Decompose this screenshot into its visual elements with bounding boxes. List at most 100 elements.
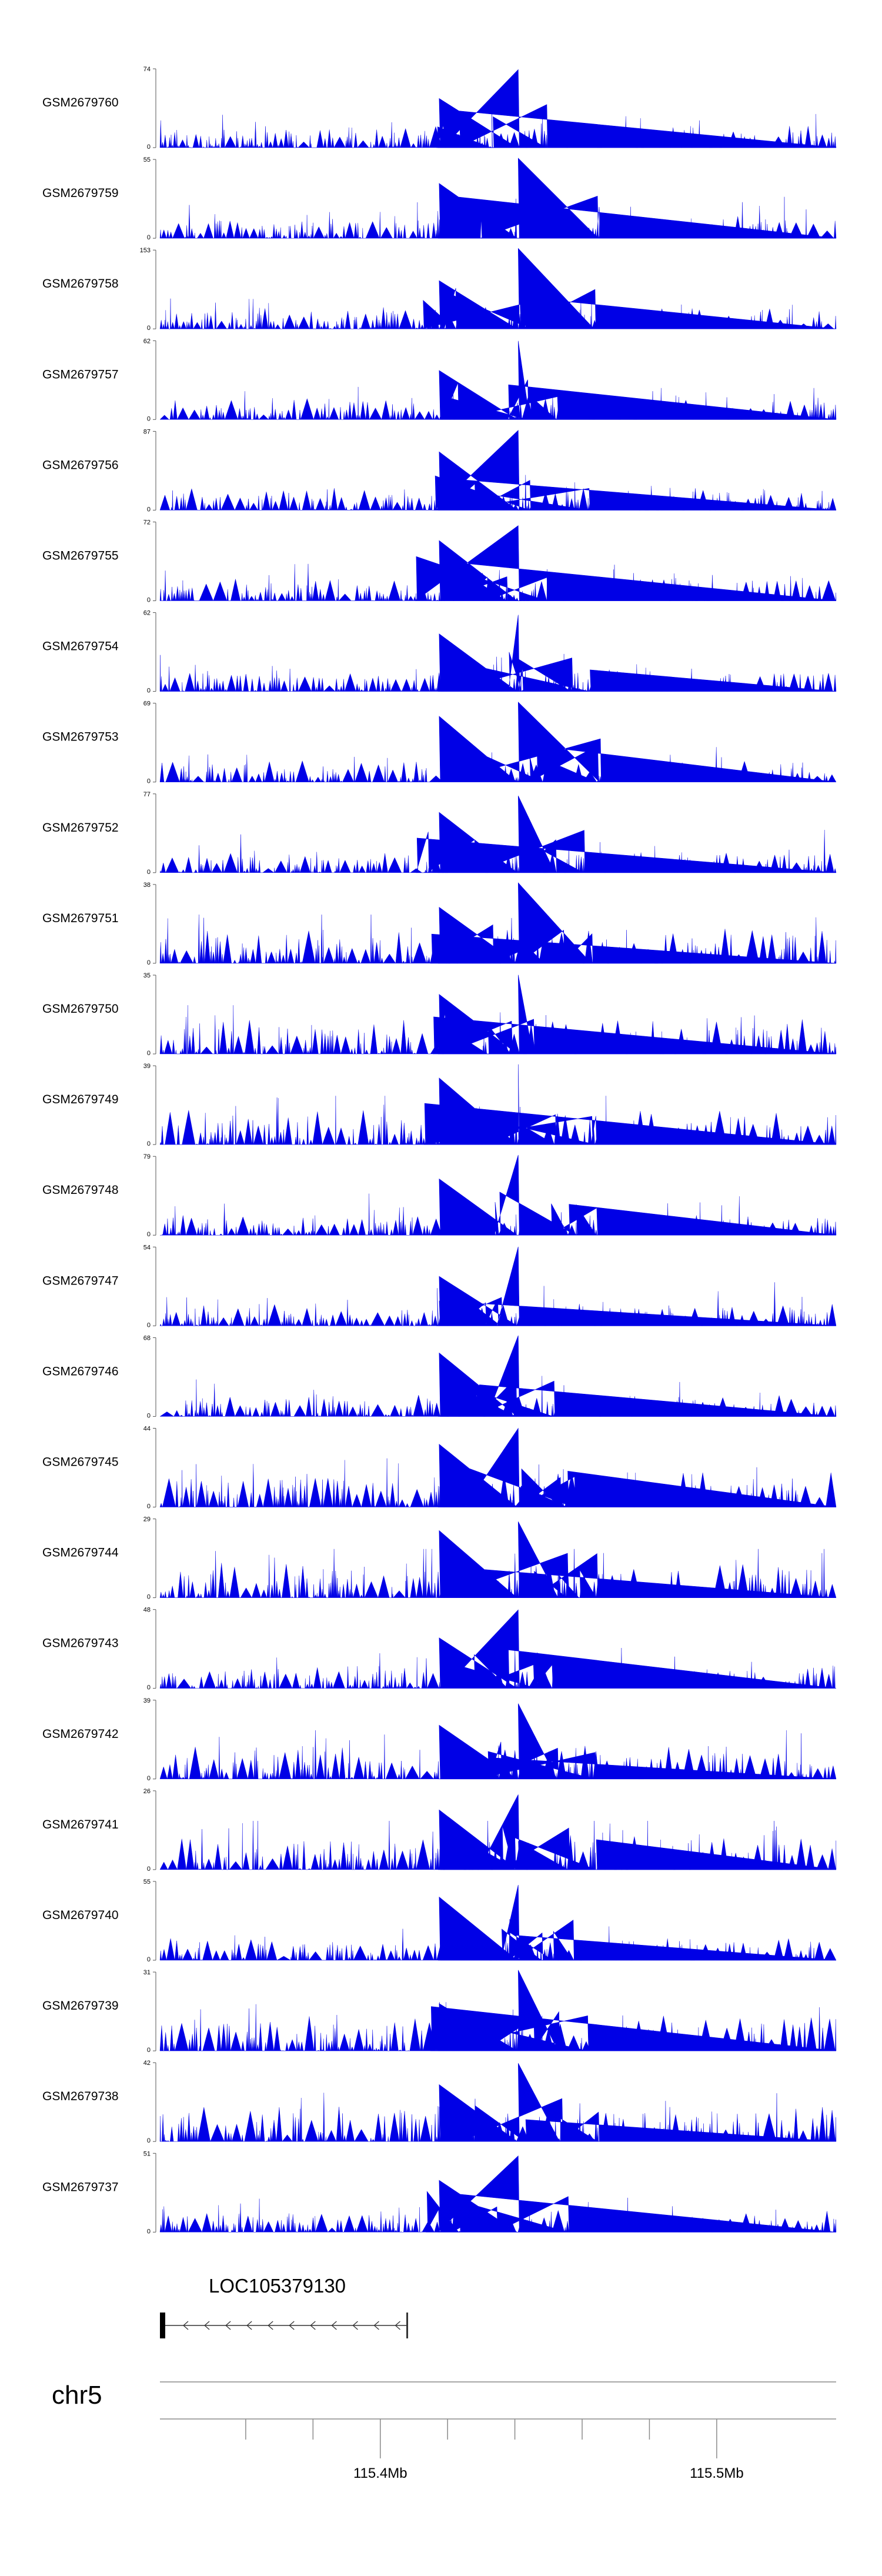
track-ymax-label: 29	[143, 1516, 151, 1523]
track-ymin-label: 0	[147, 1866, 151, 1873]
track-ymin-label: 0	[147, 959, 151, 966]
track-ymin-label: 0	[147, 144, 151, 151]
track-ymin-label: 0	[147, 506, 151, 513]
track-label: GSM2679742	[42, 1727, 119, 1741]
coverage-peaks	[433, 430, 837, 510]
track-ymax-label: 35	[143, 972, 151, 979]
track-ymin-label: 0	[147, 2137, 151, 2144]
track-ymin-label: 0	[147, 1050, 151, 1057]
track-GSM2679753: GSM2679753 69 0	[42, 700, 837, 785]
track-ymin-label: 0	[147, 1140, 151, 1147]
track-ymax-label: 55	[143, 156, 151, 163]
track-ymin-label: 0	[147, 1412, 151, 1419]
coverage-peaks	[439, 702, 837, 782]
track-label: GSM2679744	[42, 1546, 119, 1560]
strand-arrow	[225, 2321, 231, 2330]
track-GSM2679749: GSM2679749 39 0	[42, 1063, 837, 1147]
track-GSM2679739: GSM2679739 31 0	[42, 1969, 837, 2054]
track-GSM2679743: GSM2679743 48 0	[42, 1607, 837, 1691]
track-GSM2679740: GSM2679740 55 0	[42, 1878, 837, 1963]
track-ymax-label: 74	[143, 66, 151, 73]
coverage-peaks	[439, 1884, 837, 1961]
track-ymax-label: 62	[143, 338, 151, 345]
track-label: GSM2679753	[42, 730, 119, 744]
coverage-tracks: GSM2679760 74 0 GSM2679759 55 0 GSM2679758 153 0…	[42, 66, 837, 2235]
track-label: GSM2679739	[42, 1999, 119, 2013]
track-GSM2679751: GSM2679751 38 0	[42, 882, 837, 966]
coverage-peaks	[422, 248, 837, 329]
track-GSM2679747: GSM2679747 54 0	[42, 1244, 837, 1329]
track-ymin-label: 0	[147, 2228, 151, 2235]
track-label: GSM2679756	[42, 458, 119, 472]
track-ymin-label: 0	[147, 234, 151, 241]
track-ymax-label: 69	[143, 700, 151, 708]
track-label: GSM2679749	[42, 1093, 119, 1106]
strand-arrow	[289, 2321, 295, 2330]
track-label: GSM2679751	[42, 912, 119, 925]
track-label: GSM2679737	[42, 2180, 119, 2194]
gene-track: LOC105379130	[160, 2275, 409, 2338]
coverage-peaks	[415, 525, 837, 601]
track-label: GSM2679741	[42, 1818, 119, 1831]
track-GSM2679752: GSM2679752 77 0	[42, 791, 837, 876]
track-ymax-label: 44	[143, 1426, 151, 1433]
track-ymin-label: 0	[147, 1684, 151, 1691]
track-ymax-label: 39	[143, 1063, 151, 1070]
track-ymax-label: 42	[143, 2060, 151, 2067]
track-GSM2679745: GSM2679745 44 0	[42, 1426, 837, 1510]
coverage-peaks	[416, 795, 837, 873]
track-ymax-label: 55	[143, 1878, 151, 1886]
coverage-peaks	[426, 2155, 837, 2233]
coverage-peaks	[432, 975, 837, 1055]
track-GSM2679756: GSM2679756 87 0	[42, 428, 837, 513]
track-GSM2679755: GSM2679755 72 0	[42, 519, 837, 604]
track-ymin-label: 0	[147, 325, 151, 332]
track-ymax-label: 77	[143, 791, 151, 798]
track-label: GSM2679755	[42, 549, 119, 563]
coverage-peaks	[439, 1703, 837, 1780]
track-ymin-label: 0	[147, 415, 151, 422]
chromosome-label: chr5	[52, 2381, 102, 2410]
strand-arrow	[268, 2321, 273, 2330]
track-ymin-label: 0	[147, 1231, 151, 1238]
track-ymax-label: 54	[143, 1244, 151, 1251]
track-ymax-label: 153	[140, 247, 151, 254]
strand-arrow	[352, 2321, 358, 2330]
track-label: GSM2679759	[42, 186, 119, 200]
track-GSM2679742: GSM2679742 39 0	[42, 1697, 837, 1782]
chromosome-axis: chr5 115.4Mb 115.5Mb	[52, 2381, 836, 2481]
track-ymin-label: 0	[147, 1322, 151, 1329]
coverage-peaks	[439, 1521, 837, 1598]
track-label: GSM2679750	[42, 1002, 119, 1016]
gene-exon	[160, 2313, 165, 2338]
track-ymax-label: 79	[143, 1153, 151, 1160]
track-ymax-label: 31	[143, 1969, 151, 1976]
strand-arrow	[310, 2321, 316, 2330]
track-ymax-label: 87	[143, 428, 151, 435]
track-label: GSM2679760	[42, 96, 119, 109]
strand-arrow	[373, 2321, 379, 2330]
track-label: GSM2679740	[42, 1908, 119, 1922]
coverage-peaks	[436, 1246, 837, 1326]
track-label: GSM2679748	[42, 1183, 119, 1197]
coverage-peaks	[423, 1064, 837, 1145]
track-label: GSM2679754	[42, 640, 119, 653]
track-ymax-label: 62	[143, 610, 151, 617]
coverage-peaks	[439, 1335, 837, 1417]
track-ymin-label: 0	[147, 1503, 151, 1510]
coverage-peaks	[439, 341, 837, 420]
track-ymax-label: 38	[143, 882, 151, 889]
strand-arrow	[331, 2321, 337, 2330]
x-tick-label: 115.5Mb	[690, 2465, 744, 2481]
track-GSM2679758: GSM2679758 153 0	[42, 247, 837, 332]
track-GSM2679760: GSM2679760 74 0	[42, 66, 837, 151]
gene-name-label: LOC105379130	[209, 2275, 346, 2297]
track-GSM2679750: GSM2679750 35 0	[42, 972, 837, 1057]
coverage-peaks	[439, 1154, 837, 1236]
coverage-peaks	[430, 882, 837, 964]
track-GSM2679741: GSM2679741 26 0	[42, 1788, 837, 1873]
track-ymin-label: 0	[147, 1594, 151, 1601]
track-GSM2679759: GSM2679759 55 0	[42, 156, 837, 241]
track-ymin-label: 0	[147, 1775, 151, 1782]
